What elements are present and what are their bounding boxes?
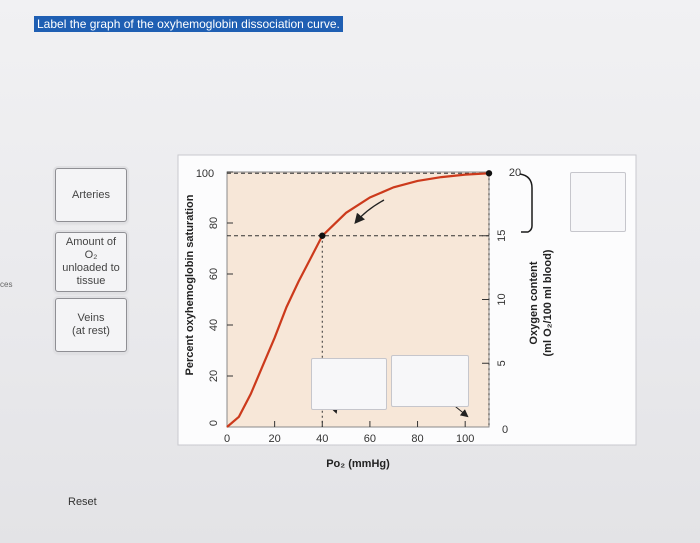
label-amount-o2-unloaded[interactable]: Amount of O₂ unloaded to tissue bbox=[55, 232, 127, 292]
x-tick-label-60: 60 bbox=[364, 433, 376, 445]
label-veins-line2: (at rest) bbox=[72, 325, 110, 337]
label-veins-line1: Veins bbox=[77, 312, 105, 324]
edge-text: ces bbox=[0, 280, 13, 289]
y-tick-label-20: 20 bbox=[208, 370, 220, 382]
drop-zone-right-bottom[interactable] bbox=[391, 355, 469, 407]
label-arteries-text: Arteries bbox=[72, 188, 110, 201]
x-tick-label-100: 100 bbox=[456, 433, 474, 445]
y2-tick-label-20: 20 bbox=[509, 167, 521, 179]
x-tick-label-40: 40 bbox=[316, 433, 328, 445]
x-tick-label-80: 80 bbox=[411, 433, 423, 445]
label-amount-line3: unloaded to bbox=[62, 262, 120, 274]
x-tick-label-20: 20 bbox=[269, 433, 281, 445]
y-tick-label-80: 80 bbox=[208, 217, 220, 229]
y-tick-label-0: 0 bbox=[208, 420, 220, 426]
x-tick-label-0: 0 bbox=[224, 433, 230, 445]
y-tick-label-60: 60 bbox=[208, 268, 220, 280]
oxygen-content-bracket bbox=[519, 173, 533, 233]
y2-tick-label-5: 5 bbox=[496, 360, 508, 366]
label-amount-line1: Amount of bbox=[65, 236, 117, 248]
page-title: Label the graph of the oxyhemoglobin dis… bbox=[34, 16, 343, 32]
y2-axis-title-line2: (ml O₂/100 ml blood) bbox=[542, 249, 554, 356]
y2-tick-label-0: 0 bbox=[502, 424, 508, 436]
y2-tick-label-15: 15 bbox=[496, 230, 508, 242]
drop-zone-left-bottom[interactable] bbox=[311, 358, 387, 410]
x-axis-title: Po₂ (mmHg) bbox=[326, 458, 390, 470]
drop-zone-top-right[interactable] bbox=[570, 172, 626, 232]
label-arteries[interactable]: Arteries bbox=[55, 168, 127, 222]
y2-tick-label-10: 10 bbox=[496, 293, 508, 305]
label-amount-line2: O₂ bbox=[84, 249, 98, 261]
y-tick-label-40: 40 bbox=[208, 319, 220, 331]
curve-pointer-arrow bbox=[354, 199, 385, 224]
y2-axis-title-line1: Oxygen content bbox=[528, 261, 540, 344]
point-po2-110 bbox=[485, 170, 493, 177]
point-po2-40 bbox=[319, 232, 326, 239]
y-tick-label-100: 100 bbox=[196, 168, 214, 180]
dissociation-curve bbox=[226, 172, 490, 428]
reset-button[interactable]: Reset bbox=[68, 496, 97, 508]
label-veins[interactable]: Veins (at rest) bbox=[55, 298, 127, 352]
label-amount-line4: tissue bbox=[76, 275, 106, 287]
y-axis-title: Percent oxyhemoglobin saturation bbox=[184, 194, 196, 375]
